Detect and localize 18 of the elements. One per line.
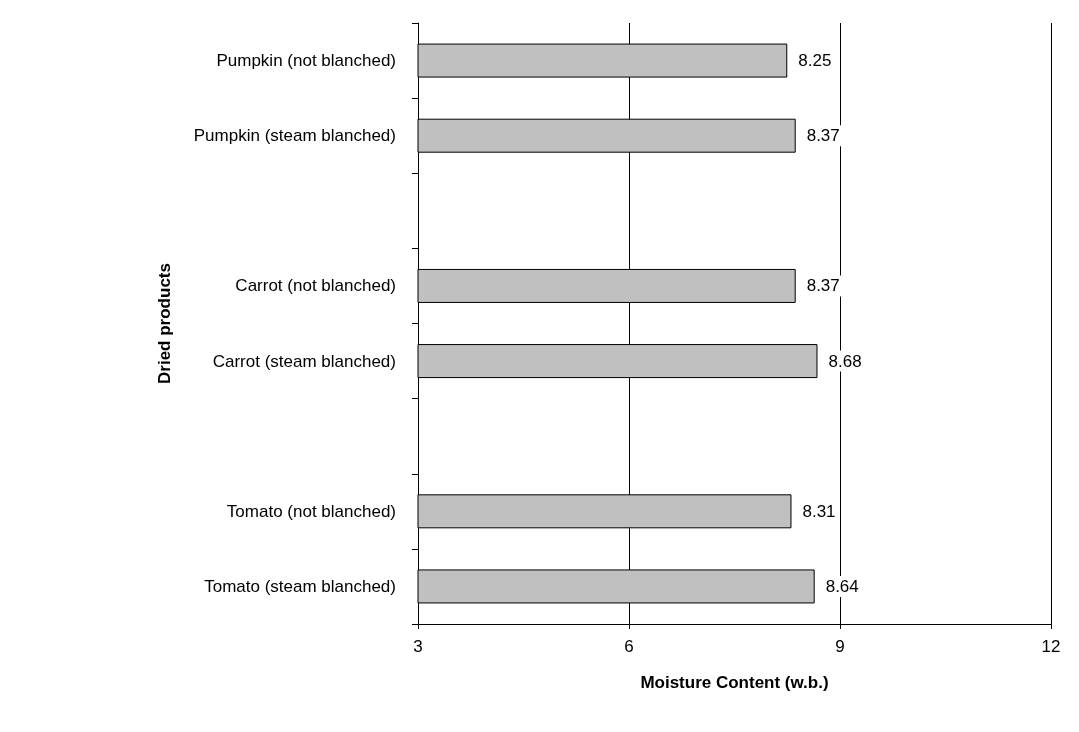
x-tick-label: 9 xyxy=(835,637,845,656)
y-tick-label: Pumpkin (not blanched) xyxy=(216,51,396,71)
data-label: 8.37 xyxy=(806,276,840,296)
data-label: 8.31 xyxy=(802,501,836,521)
x-tick-label: 3 xyxy=(413,637,423,656)
y-tick-label: Pumpkin (steam blanched) xyxy=(193,126,396,146)
data-label: 8.68 xyxy=(828,351,862,371)
y-axis-title: Dried products xyxy=(155,263,174,384)
x-tick-label: 12 xyxy=(1041,637,1061,656)
y-tick-label: Tomato (steam blanched) xyxy=(204,576,396,596)
y-tick-label: Carrot (steam blanched) xyxy=(212,351,396,371)
data-label: 8.64 xyxy=(825,576,859,596)
data-label: 8.37 xyxy=(806,126,840,146)
y-tick-label: Carrot (not blanched) xyxy=(235,276,396,296)
x-tick-label: 6 xyxy=(624,637,634,656)
x-axis-title: Moisture Content (w.b.) xyxy=(640,673,829,692)
data-label: 8.25 xyxy=(798,51,832,71)
y-tick-label: Tomato (not blanched) xyxy=(226,501,396,521)
